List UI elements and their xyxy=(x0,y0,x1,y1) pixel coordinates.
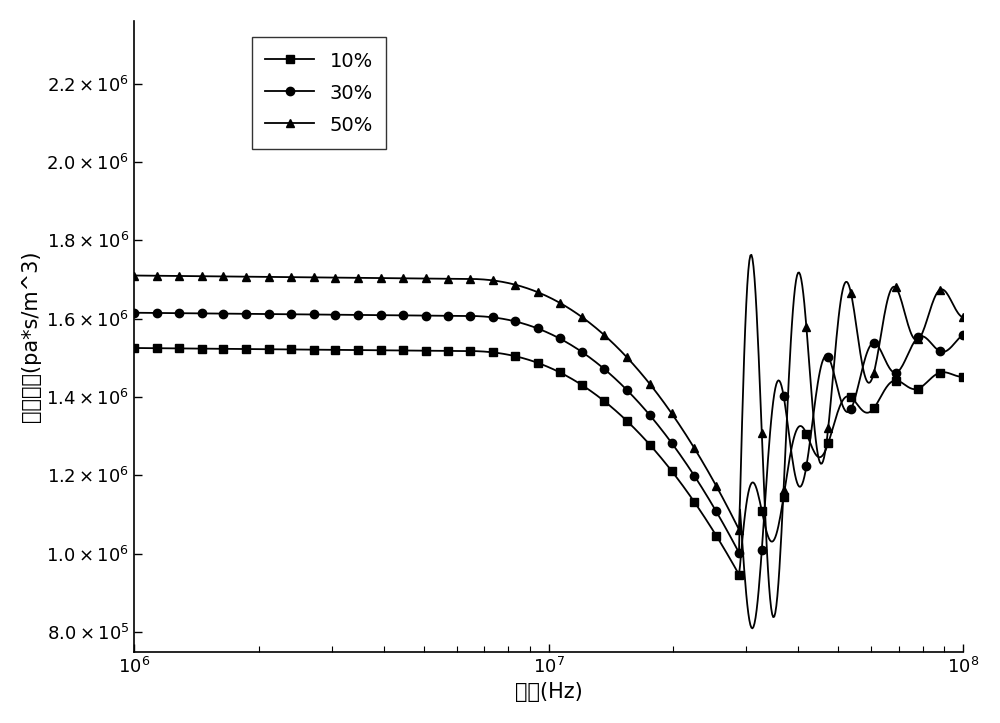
Y-axis label: 阻抗实部(pa*s/m^3): 阻抗实部(pa*s/m^3) xyxy=(21,250,41,422)
30% xyxy=(656,426,668,435)
50% xyxy=(767,613,779,622)
50% xyxy=(631,364,643,373)
30% xyxy=(631,397,643,406)
30% xyxy=(957,330,969,339)
50% xyxy=(844,285,856,294)
10% xyxy=(179,344,191,353)
10% xyxy=(128,343,140,352)
Line: 30%: 30% xyxy=(130,309,967,633)
30% xyxy=(746,624,758,633)
30% xyxy=(843,407,855,416)
10% xyxy=(656,455,668,463)
50% xyxy=(758,480,770,489)
10% xyxy=(631,427,643,436)
10% xyxy=(610,406,622,415)
50% xyxy=(179,272,191,281)
30% xyxy=(758,515,770,524)
50% xyxy=(957,313,969,322)
X-axis label: 频率(Hz): 频率(Hz) xyxy=(515,683,583,702)
Legend: 10%, 30%, 50%: 10%, 30%, 50% xyxy=(252,37,386,149)
10% xyxy=(957,372,969,381)
30% xyxy=(179,309,191,317)
30% xyxy=(610,375,622,383)
30% xyxy=(128,309,140,317)
Line: 50%: 50% xyxy=(130,251,967,621)
50% xyxy=(610,341,622,350)
50% xyxy=(128,271,140,280)
50% xyxy=(745,250,757,259)
10% xyxy=(843,392,855,401)
50% xyxy=(656,396,668,405)
Line: 10%: 10% xyxy=(130,344,967,578)
10% xyxy=(758,516,770,525)
10% xyxy=(733,570,745,579)
